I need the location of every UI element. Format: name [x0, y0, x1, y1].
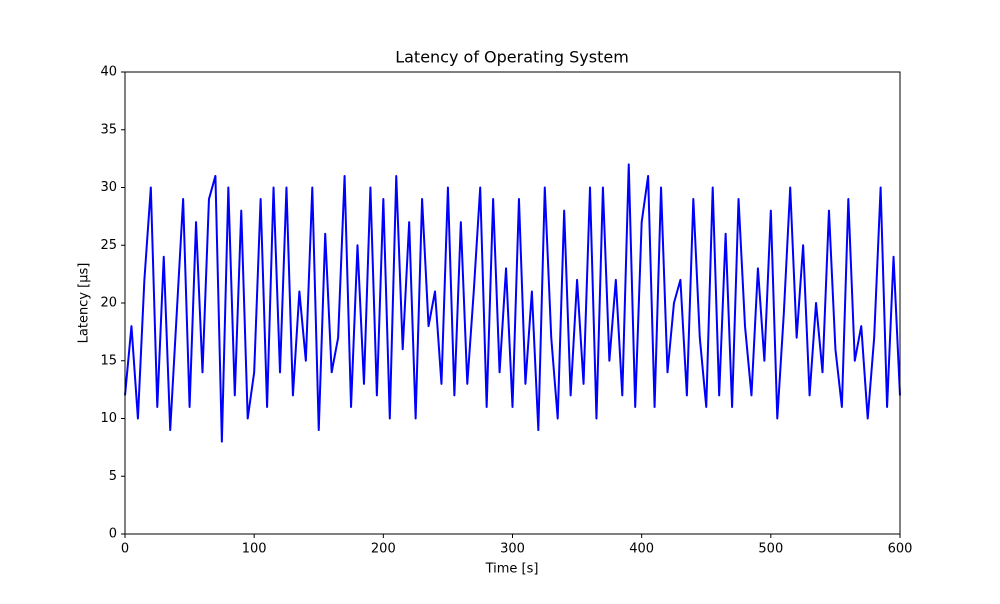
x-tick-label: 100 [242, 542, 267, 557]
y-axis-label: Latency [µs] [77, 263, 92, 344]
y-tick-label: 30 [100, 180, 117, 195]
line [124, 163, 901, 443]
x-tick-label: 200 [371, 542, 396, 557]
y-tick-label: 0 [109, 527, 117, 542]
y-tick-label: 5 [109, 469, 117, 484]
y-tick-label: 20 [100, 296, 117, 311]
x-tick-label: 300 [500, 542, 525, 557]
x-axis-label: Time [s] [485, 562, 539, 577]
y-tick-label: 10 [100, 411, 117, 426]
x-tick-label: 500 [758, 542, 783, 557]
y-tick-label: 25 [100, 238, 117, 253]
y-tick-label: 15 [100, 353, 117, 368]
chart-title: Latency of Operating System [395, 48, 629, 67]
x-tick-label: 0 [121, 542, 129, 557]
y-tick-label: 35 [100, 122, 117, 137]
x-tick-label: 600 [888, 542, 913, 557]
y-tick-label: 40 [100, 65, 117, 80]
plot-frame [124, 71, 901, 535]
x-tick-label: 400 [629, 542, 654, 557]
